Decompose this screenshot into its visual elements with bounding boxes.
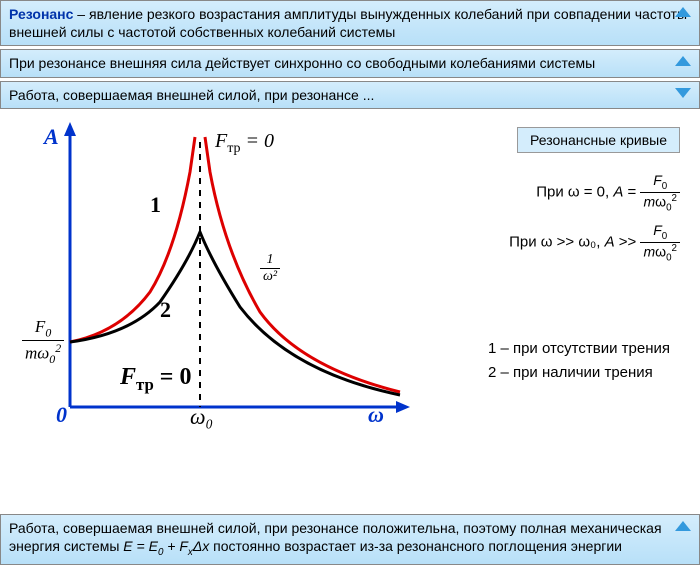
- collapse-icon[interactable]: [675, 521, 691, 531]
- def-text: – явление резкого возрастания амплитуды …: [9, 6, 687, 40]
- panel-work[interactable]: Работа, совершаемая внешней силой, при р…: [0, 81, 700, 109]
- label-yaxis-fraction: F0mω02: [22, 317, 64, 367]
- curve-label-1: 1: [150, 192, 161, 218]
- label-one-over-omega2: 1ω²: [260, 252, 280, 285]
- axis-origin: 0: [56, 402, 67, 428]
- axis-omega0: ω₀: [190, 404, 213, 430]
- curve-label-2: 2: [160, 297, 171, 323]
- formula-at-large-omega: При ω >> ω₀, A >> F0mω02: [509, 222, 680, 263]
- chart-legend: 1 – при отсутствии трения 2 – при наличи…: [488, 337, 670, 385]
- panel-work-text: Работа, совершаемая внешней силой, при р…: [9, 87, 374, 103]
- legend-item-2: 2 – при наличии трения: [488, 361, 670, 385]
- expand-icon[interactable]: [675, 88, 691, 98]
- collapse-icon[interactable]: [675, 7, 691, 17]
- panel-resonance-def[interactable]: Резонанс – явление резкого возрастания а…: [0, 0, 700, 46]
- panel-energy-text-b: постоянно возрастает из-за резонансного …: [209, 538, 622, 554]
- label-ftr-mid: Fтр = 0: [120, 364, 191, 395]
- panel-sync[interactable]: При резонансе внешняя сила действует син…: [0, 49, 700, 77]
- collapse-icon[interactable]: [675, 56, 691, 66]
- side-title-box: Резонансные кривые: [517, 127, 680, 153]
- formula-at-zero: При ω = 0, A = F0mω02: [536, 172, 680, 213]
- axis-label-A: A: [44, 124, 59, 150]
- axis-label-omega: ω: [368, 402, 384, 428]
- panel-sync-text: При резонансе внешняя сила действует син…: [9, 55, 595, 71]
- legend-item-1: 1 – при отсутствии трения: [488, 337, 670, 361]
- panel-energy-formula: E = E0 + FxΔx: [123, 538, 209, 554]
- resonance-chart: A ω 0 ω₀ Fтр = 0 1 2 1ω² F0mω02 Fтр = 0 …: [0, 112, 700, 432]
- term-resonance: Резонанс: [9, 6, 73, 22]
- side-title-text: Резонансные кривые: [530, 132, 667, 148]
- label-ftr-zero-top: Fтр = 0: [215, 130, 274, 157]
- panel-energy[interactable]: Работа, совершаемая внешней силой, при р…: [0, 514, 700, 565]
- chart-svg: [0, 112, 420, 432]
